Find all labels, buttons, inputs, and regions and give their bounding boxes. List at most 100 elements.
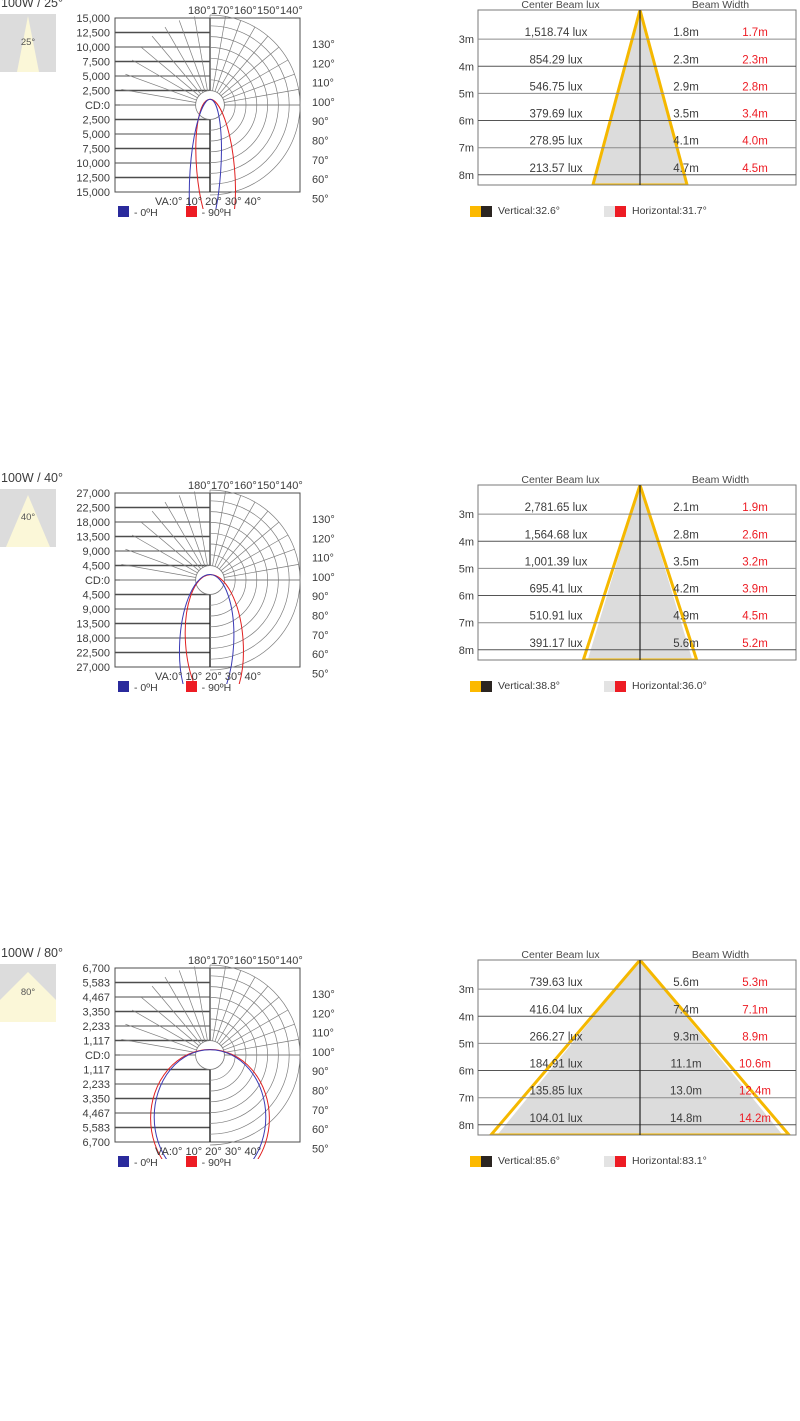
svg-text:2,781.65 lux: 2,781.65 lux: [525, 502, 588, 514]
red-square-icon: [185, 1156, 197, 1167]
svg-text:130°: 130°: [312, 989, 335, 1001]
svg-text:3m: 3m: [459, 34, 474, 46]
yellow-dark-swatch-icon: [470, 681, 492, 692]
svg-text:213.57 lux: 213.57 lux: [529, 163, 582, 175]
svg-text:4.5m: 4.5m: [742, 163, 768, 175]
svg-text:5,000: 5,000: [82, 71, 110, 83]
svg-text:4,500: 4,500: [82, 561, 110, 573]
svg-text:4.7m: 4.7m: [673, 163, 699, 175]
svg-text:1.7m: 1.7m: [742, 27, 768, 39]
svg-text:7.1m: 7.1m: [742, 1004, 768, 1016]
svg-text:100°: 100°: [312, 1047, 335, 1059]
svg-text:2.3m: 2.3m: [742, 54, 768, 66]
svg-text:6m: 6m: [459, 591, 474, 603]
svg-text:184.91 lux: 184.91 lux: [529, 1059, 582, 1071]
blue-square-icon: [118, 681, 129, 692]
svg-text:6m: 6m: [459, 1066, 474, 1078]
svg-text:1,518.74 lux: 1,518.74 lux: [525, 27, 588, 39]
svg-text:VA:0° 10° 20° 30° 40°: VA:0° 10° 20° 30° 40°: [155, 1146, 261, 1158]
svg-text:546.75 lux: 546.75 lux: [529, 81, 582, 93]
svg-text:5m: 5m: [459, 88, 474, 100]
red-square-icon: [185, 206, 197, 217]
svg-text:6m: 6m: [459, 116, 474, 128]
svg-text:2.8m: 2.8m: [673, 529, 699, 541]
vertical-angle-label: Vertical:32.6°: [498, 205, 560, 217]
svg-text:4m: 4m: [459, 1011, 474, 1023]
svg-text:4.2m: 4.2m: [673, 584, 699, 596]
svg-text:90°: 90°: [312, 591, 329, 603]
svg-text:5m: 5m: [459, 563, 474, 575]
svg-text:278.95 lux: 278.95 lux: [529, 136, 582, 148]
polar-light-distribution-chart: 15,000 12,500 10,000 7,500 5,000 2,500 CD:0 2,5…: [60, 4, 400, 244]
beam-angle-legend: Vertical:85.6° Horizontal:83.1°: [470, 1155, 800, 1167]
svg-text:180°: 180°: [188, 480, 211, 492]
svg-text:60°: 60°: [312, 1124, 329, 1136]
svg-text:3m: 3m: [459, 509, 474, 521]
svg-text:170°: 170°: [211, 5, 234, 17]
svg-text:13.0m: 13.0m: [670, 1086, 702, 1098]
svg-text:12.4m: 12.4m: [739, 1086, 771, 1098]
svg-text:1,117: 1,117: [83, 1065, 110, 1077]
svg-text:135.85 lux: 135.85 lux: [529, 1086, 582, 1098]
svg-text:50°: 50°: [312, 1143, 329, 1155]
svg-text:7.4m: 7.4m: [673, 1004, 699, 1016]
svg-text:2.8m: 2.8m: [742, 81, 768, 93]
svg-text:15,000: 15,000: [76, 187, 110, 199]
svg-text:6,700: 6,700: [82, 1137, 110, 1149]
yellow-dark-swatch-icon: [470, 1156, 492, 1167]
svg-text:5.6m: 5.6m: [673, 638, 699, 650]
svg-text:150°: 150°: [257, 955, 280, 967]
svg-text:120°: 120°: [312, 1008, 335, 1020]
svg-text:8.9m: 8.9m: [742, 1031, 768, 1043]
svg-text:140°: 140°: [280, 480, 303, 492]
vertical-angle-legend: Vertical:32.6°: [470, 205, 560, 217]
svg-text:80°: 80°: [312, 611, 329, 623]
svg-text:5.6m: 5.6m: [673, 977, 699, 989]
row-title: 100W / 40°: [1, 471, 63, 485]
polar-light-distribution-chart: 27,000 22,500 18,000 13,500 9,000 4,500 CD:0 4,…: [60, 479, 400, 713]
svg-text:80°: 80°: [312, 1086, 329, 1098]
polar-legend-label-1: - 90ºH: [201, 1157, 232, 1169]
horizontal-angle-legend: Horizontal:36.0°: [604, 680, 707, 692]
svg-text:1,564.68 lux: 1,564.68 lux: [525, 529, 588, 541]
svg-text:1.8m: 1.8m: [673, 27, 699, 39]
horizontal-angle-label: Horizontal:83.1°: [632, 1155, 707, 1167]
svg-text:170°: 170°: [211, 480, 234, 492]
svg-text:8m: 8m: [459, 645, 474, 657]
beam-width-header: Beam Width: [691, 949, 750, 961]
svg-text:4m: 4m: [459, 536, 474, 548]
red-square-icon: [185, 681, 197, 692]
svg-text:3.5m: 3.5m: [673, 556, 699, 568]
svg-text:5m: 5m: [459, 1038, 474, 1050]
svg-text:110°: 110°: [312, 553, 334, 565]
svg-text:379.69 lux: 379.69 lux: [529, 109, 582, 121]
polar-legend: - 0ºH - 90ºH: [118, 206, 231, 219]
svg-text:160°: 160°: [234, 955, 257, 967]
svg-text:11.1m: 11.1m: [670, 1059, 701, 1071]
svg-text:2.9m: 2.9m: [673, 81, 699, 93]
svg-text:150°: 150°: [257, 5, 280, 17]
svg-text:140°: 140°: [280, 5, 303, 17]
svg-text:3.4m: 3.4m: [742, 109, 768, 121]
beam-angle-legend: Vertical:32.6° Horizontal:31.7°: [470, 205, 800, 217]
svg-text:7m: 7m: [459, 1093, 474, 1105]
svg-text:4.1m: 4.1m: [673, 136, 699, 148]
svg-text:100°: 100°: [312, 97, 335, 109]
gray-red-swatch-icon: [604, 206, 626, 217]
svg-text:14.2m: 14.2m: [739, 1113, 771, 1125]
beam-thumbnail-label: 40°: [20, 512, 36, 523]
svg-text:18,000: 18,000: [76, 633, 110, 645]
svg-text:2,500: 2,500: [82, 115, 110, 127]
svg-text:120°: 120°: [312, 58, 335, 70]
svg-text:80°: 80°: [312, 136, 329, 148]
horizontal-angle-legend: Horizontal:83.1°: [604, 1155, 707, 1167]
beam-data-table: 3m 2,781.65 lux 2.1m 1.9m 4m 1,564.68 lux 2.8m…: [440, 475, 800, 685]
polar-legend: - 0ºH - 90ºH: [118, 1156, 231, 1169]
vertical-angle-label: Vertical:38.8°: [498, 680, 560, 692]
vertical-angle-legend: Vertical:85.6°: [470, 1155, 560, 1167]
svg-text:27,000: 27,000: [76, 662, 110, 674]
beam-thumbnail: 80°: [0, 964, 56, 1022]
svg-text:2.3m: 2.3m: [673, 54, 699, 66]
horizontal-angle-label: Horizontal:36.0°: [632, 680, 707, 692]
